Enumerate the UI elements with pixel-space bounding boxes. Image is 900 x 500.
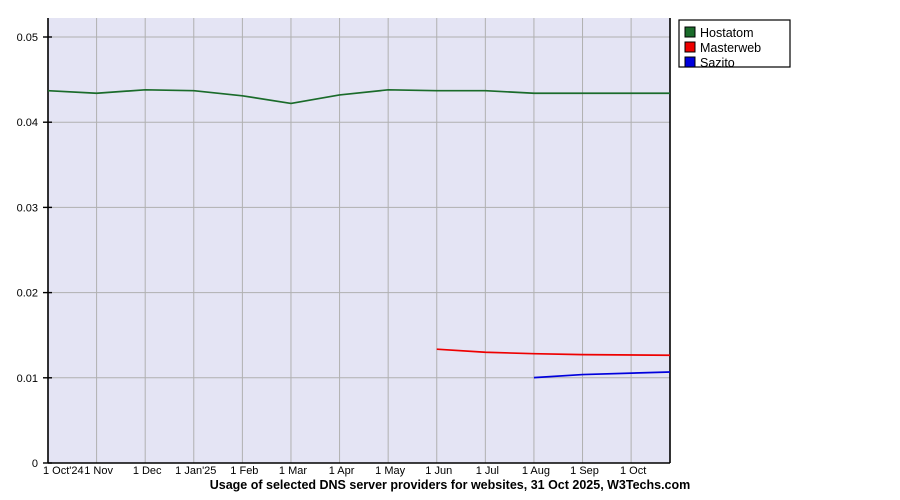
x-tick-label: 1 Mar xyxy=(279,465,307,477)
vertical-gridlines xyxy=(96,18,632,463)
legend-label-masterweb: Masterweb xyxy=(700,41,761,55)
data-series-group xyxy=(47,88,671,379)
x-axis-tick-labels: 1 Oct'24 1 Nov 1 Dec 1 Jan'25 1 Feb 1 Mar 1 Ap… xyxy=(43,465,646,477)
y-tick-label: 0.03 xyxy=(17,202,38,214)
x-tick-label: 1 Aug xyxy=(522,465,550,477)
chart-caption: Usage of selected DNS server providers f… xyxy=(210,478,691,492)
x-tick-label: 1 Feb xyxy=(230,465,258,477)
series-line-hostatom xyxy=(47,88,670,105)
legend-label-hostatom: Hostatom xyxy=(700,26,754,40)
series-line-sazito xyxy=(533,371,671,379)
horizontal-gridlines xyxy=(48,36,670,379)
y-axis-ticks xyxy=(43,36,52,464)
legend-label-sazito: Sazito xyxy=(700,56,735,70)
legend-swatch-hostatom xyxy=(684,26,696,38)
x-tick-label: 1 Jan'25 xyxy=(175,465,216,477)
x-tick-label: 1 Sep xyxy=(570,465,599,477)
y-tick-label: 0.02 xyxy=(17,288,38,300)
legend-swatch-masterweb xyxy=(684,41,696,53)
legend-box xyxy=(678,19,791,68)
x-tick-label: 1 Jun xyxy=(425,465,452,477)
plot-area-background xyxy=(48,18,670,463)
x-tick-label: 1 Apr xyxy=(329,465,355,477)
y-tick-label: 0.05 xyxy=(17,32,38,44)
x-tick-label: 1 May xyxy=(375,465,405,477)
x-tick-label: 1 Jul xyxy=(476,465,499,477)
x-tick-label: 1 Dec xyxy=(133,465,162,477)
x-tick-label: 1 Oct'24 xyxy=(43,465,84,477)
y-tick-label: 0.04 xyxy=(17,117,38,129)
y-tick-label: 0.01 xyxy=(17,373,38,385)
x-tick-label: 1 Oct xyxy=(620,465,646,477)
y-tick-label: 0 xyxy=(32,458,38,470)
legend-swatch-sazito xyxy=(684,56,696,68)
x-tick-label: 1 Nov xyxy=(84,465,113,477)
y-axis-tick-labels: 0 0.01 0.02 0.03 0.04 0.05 xyxy=(17,32,38,470)
series-line-masterweb xyxy=(436,348,671,357)
